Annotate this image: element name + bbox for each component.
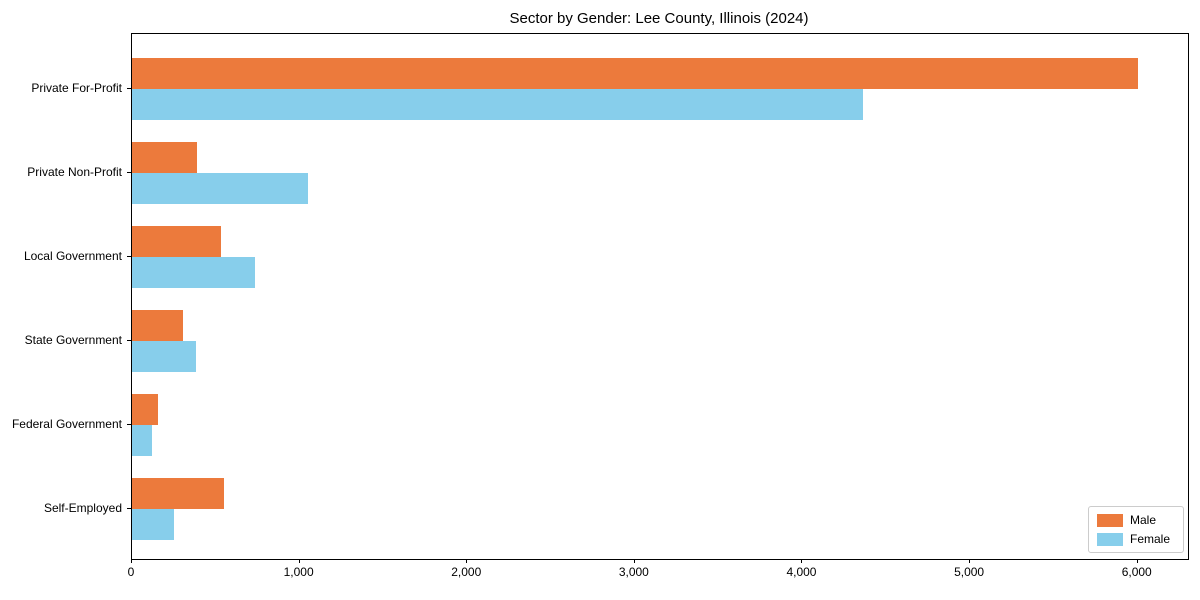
bar-male-4 [132,394,158,425]
y-tick-mark-1 [127,172,131,173]
bar-female-5 [132,509,174,540]
x-tick-mark-2 [466,559,468,563]
y-tick-mark-3 [127,340,131,341]
legend-entry-male: Male [1097,513,1175,527]
bar-female-1 [132,173,308,204]
legend-entry-female: Female [1097,532,1175,546]
x-tick-label-2: 2,000 [451,565,482,579]
legend-label-female: Female [1130,532,1171,546]
x-tick-mark-0 [131,559,132,563]
bar-male-0 [132,58,1138,89]
legend-label-male: Male [1130,513,1157,527]
x-tick-label-0: 0 [127,565,135,579]
x-tick-label-3: 3,000 [618,565,649,579]
x-tick-mark-3 [633,559,635,563]
x-tick-mark-5 [969,559,971,563]
x-tick-label-1: 1,000 [283,565,314,579]
x-tick-mark-6 [1136,559,1138,563]
plot-area [131,33,1189,560]
y-tick-mark-0 [127,88,131,89]
x-tick-mark-1 [298,559,300,563]
y-tick-mark-4 [127,424,131,425]
x-tick-mark-4 [801,559,803,563]
y-tick-label-3: State Government [24,333,122,347]
bar-male-1 [132,142,197,173]
chart-title: Sector by Gender: Lee County, Illinois (… [509,10,809,27]
bar-female-0 [132,89,863,120]
y-tick-label-0: Private For-Profit [31,81,122,95]
y-tick-label-1: Private Non-Profit [27,165,122,179]
y-tick-label-2: Local Government [23,249,122,263]
legend: Male Female [1088,506,1184,553]
x-tick-label-6: 6,000 [1121,565,1152,579]
male-series-swatch [1097,513,1123,527]
y-tick-label-5: Self-Employed [43,501,122,515]
bar-male-3 [132,310,184,341]
y-tick-label-4: Federal Government [11,417,122,431]
bar-female-3 [132,341,196,372]
x-tick-label-4: 4,000 [786,565,817,579]
bar-male-2 [132,226,221,257]
bar-female-4 [132,425,153,456]
bar-male-5 [132,478,225,509]
x-tick-label-5: 5,000 [954,565,985,579]
bar-female-2 [132,257,256,288]
y-tick-mark-2 [127,256,131,257]
y-tick-mark-5 [127,508,131,509]
female-series-swatch [1097,532,1123,546]
